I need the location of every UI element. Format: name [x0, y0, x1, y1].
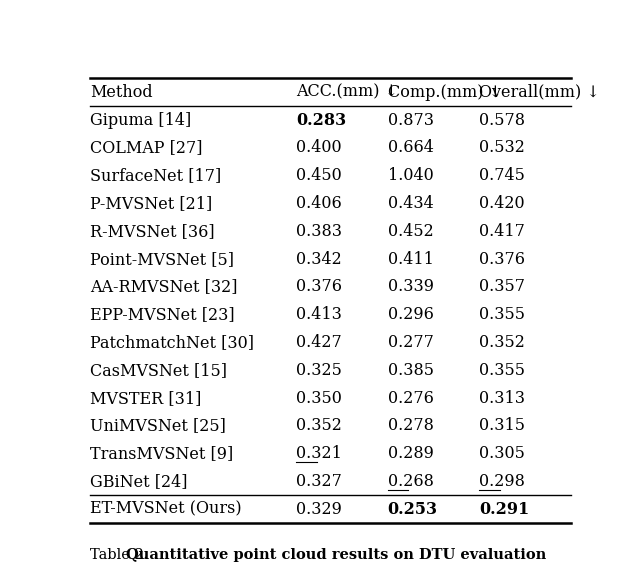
Text: 0.532: 0.532: [479, 139, 525, 156]
Text: 0.383: 0.383: [296, 223, 342, 240]
Text: Method: Method: [90, 84, 152, 101]
Text: 0.325: 0.325: [296, 362, 342, 379]
Text: R-MVSNet [36]: R-MVSNet [36]: [90, 223, 214, 240]
Text: 0.406: 0.406: [296, 195, 342, 212]
Text: 0.298: 0.298: [479, 473, 525, 490]
Text: 0.355: 0.355: [479, 306, 525, 323]
Text: SurfaceNet [17]: SurfaceNet [17]: [90, 167, 221, 184]
Text: 0.357: 0.357: [479, 279, 525, 296]
Text: 0.355: 0.355: [479, 362, 525, 379]
Text: 0.450: 0.450: [296, 167, 342, 184]
Text: 0.376: 0.376: [479, 250, 525, 267]
Text: 0.417: 0.417: [479, 223, 525, 240]
Text: 0.283: 0.283: [296, 112, 346, 129]
Text: 0.277: 0.277: [388, 334, 433, 351]
Text: 0.276: 0.276: [388, 390, 433, 407]
Text: UniMVSNet [25]: UniMVSNet [25]: [90, 417, 226, 434]
Text: ACC.(mm) ↓: ACC.(mm) ↓: [296, 84, 398, 101]
Text: 0.296: 0.296: [388, 306, 433, 323]
Text: 0.385: 0.385: [388, 362, 433, 379]
Text: 0.327: 0.327: [296, 473, 342, 490]
Text: 0.411: 0.411: [388, 250, 433, 267]
Text: 0.376: 0.376: [296, 279, 342, 296]
Text: Point-MVSNet [5]: Point-MVSNet [5]: [90, 250, 234, 267]
Text: 0.434: 0.434: [388, 195, 433, 212]
Text: 0.278: 0.278: [388, 417, 433, 434]
Text: 0.289: 0.289: [388, 445, 433, 462]
Text: 0.578: 0.578: [479, 112, 525, 129]
Text: 0.873: 0.873: [388, 112, 433, 129]
Text: GBiNet [24]: GBiNet [24]: [90, 473, 188, 490]
Text: 0.350: 0.350: [296, 390, 342, 407]
Text: 1.040: 1.040: [388, 167, 433, 184]
Text: PatchmatchNet [30]: PatchmatchNet [30]: [90, 334, 254, 351]
Text: 0.329: 0.329: [296, 501, 342, 518]
Text: TransMVSNet [9]: TransMVSNet [9]: [90, 445, 233, 462]
Text: Overall(mm) ↓: Overall(mm) ↓: [479, 84, 600, 101]
Text: P-MVSNet [21]: P-MVSNet [21]: [90, 195, 212, 212]
Text: 0.352: 0.352: [479, 334, 525, 351]
Text: 0.413: 0.413: [296, 306, 342, 323]
Text: 0.315: 0.315: [479, 417, 525, 434]
Text: 0.352: 0.352: [296, 417, 342, 434]
Text: MVSTER [31]: MVSTER [31]: [90, 390, 202, 407]
Text: 0.268: 0.268: [388, 473, 433, 490]
Text: 0.342: 0.342: [296, 250, 342, 267]
Text: Gipuma [14]: Gipuma [14]: [90, 112, 191, 129]
Text: EPP-MVSNet [23]: EPP-MVSNet [23]: [90, 306, 234, 323]
Text: Comp.(mm) ↓: Comp.(mm) ↓: [388, 84, 502, 101]
Text: 0.305: 0.305: [479, 445, 525, 462]
Text: AA-RMVSNet [32]: AA-RMVSNet [32]: [90, 279, 237, 296]
Text: 0.664: 0.664: [388, 139, 433, 156]
Text: 0.420: 0.420: [479, 195, 525, 212]
Text: 0.253: 0.253: [388, 501, 438, 518]
Text: Quantitative point cloud results on DTU evaluation: Quantitative point cloud results on DTU …: [126, 548, 547, 562]
Text: 0.745: 0.745: [479, 167, 525, 184]
Text: Table 2.: Table 2.: [90, 548, 153, 562]
Text: 0.427: 0.427: [296, 334, 342, 351]
Text: 0.321: 0.321: [296, 445, 342, 462]
Text: ET-MVSNet (Ours): ET-MVSNet (Ours): [90, 501, 241, 518]
Text: CasMVSNet [15]: CasMVSNet [15]: [90, 362, 227, 379]
Text: 0.400: 0.400: [296, 139, 341, 156]
Text: 0.291: 0.291: [479, 501, 529, 518]
Text: 0.452: 0.452: [388, 223, 433, 240]
Text: 0.339: 0.339: [388, 279, 433, 296]
Text: 0.313: 0.313: [479, 390, 525, 407]
Text: COLMAP [27]: COLMAP [27]: [90, 139, 202, 156]
